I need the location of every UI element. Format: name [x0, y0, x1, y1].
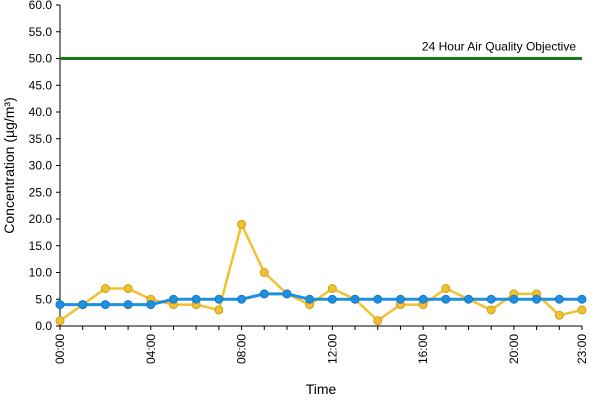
- x-tick-label: 00:00: [53, 334, 67, 364]
- y-tick-label: 5.0: [35, 292, 52, 306]
- series-1: [55, 289, 587, 310]
- data-point: [237, 219, 247, 229]
- y-tick-label: 45.0: [29, 78, 53, 92]
- data-point: [259, 268, 269, 277]
- objective-group: 24 Hour Air Quality Objective: [60, 40, 582, 60]
- y-tick-label: 30.0: [29, 159, 53, 173]
- data-point: [441, 284, 451, 294]
- data-point: [123, 284, 133, 294]
- data-point: [55, 316, 65, 326]
- x-tick-label: 08:00: [235, 334, 249, 364]
- x-axis-title: Time: [306, 381, 337, 397]
- y-axis-title: Concentration (µg/m³): [1, 97, 17, 233]
- data-point: [554, 310, 564, 320]
- data-point: [100, 284, 110, 294]
- data-point: [191, 294, 201, 304]
- objective-label: 24 Hour Air Quality Objective: [422, 40, 576, 54]
- y-tick-label: 25.0: [29, 185, 53, 199]
- data-point: [464, 294, 474, 304]
- data-point: [554, 294, 564, 304]
- data-point: [509, 294, 519, 304]
- y-tick-label: 50.0: [29, 52, 53, 66]
- x-axis: 00:00 04:00 08:00 12:00 16:00 20:00 23:00: [53, 325, 589, 364]
- data-point: [350, 294, 360, 304]
- y-tick-label: 35.0: [29, 132, 53, 146]
- y-tick-label: 60.0: [29, 0, 53, 12]
- series-0: [55, 219, 587, 326]
- x-tick-label: 23:00: [575, 334, 589, 364]
- y-axis: 0.0 5.0 10.0 15.0 20.0 25.0 30.0 35.0 40.0 45.0 50…: [29, 0, 61, 333]
- data-point: [78, 300, 88, 310]
- data-point: [486, 294, 496, 304]
- data-point: [55, 300, 65, 310]
- data-point: [532, 294, 542, 304]
- data-point: [327, 294, 337, 304]
- data-point: [282, 289, 292, 299]
- data-point: [237, 294, 247, 304]
- data-point: [577, 305, 587, 315]
- data-point: [214, 305, 224, 315]
- series-line: [59, 223, 583, 322]
- x-tick-label: 16:00: [416, 334, 430, 364]
- data-point: [146, 300, 156, 310]
- y-tick-label: 10.0: [29, 266, 53, 280]
- data-point: [305, 294, 315, 304]
- data-point: [441, 294, 451, 304]
- data-point: [123, 300, 133, 310]
- y-tick-label: 40.0: [29, 105, 53, 119]
- series-group: [55, 219, 587, 326]
- x-tick-label: 04:00: [144, 334, 158, 364]
- data-point: [373, 294, 383, 304]
- data-point: [395, 294, 405, 304]
- y-tick-label: 0.0: [35, 319, 52, 333]
- x-tick-label: 12:00: [325, 334, 339, 364]
- y-tick-label: 20.0: [29, 212, 53, 226]
- data-point: [168, 294, 178, 304]
- data-point: [418, 294, 428, 304]
- y-tick-label: 55.0: [29, 25, 53, 39]
- data-point: [373, 316, 383, 326]
- data-point: [100, 300, 110, 310]
- data-point: [214, 294, 224, 304]
- data-point: [327, 284, 337, 294]
- data-point: [486, 305, 496, 315]
- x-tick-label: 20:00: [507, 334, 521, 364]
- data-point: [577, 294, 587, 304]
- y-tick-label: 15.0: [29, 239, 53, 253]
- data-point: [259, 289, 269, 299]
